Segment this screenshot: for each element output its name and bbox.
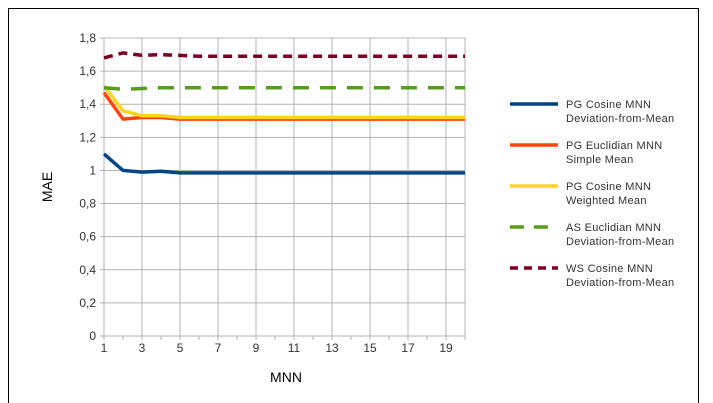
- x-tick-label: 7: [215, 341, 222, 355]
- y-tick-label: 0,2: [79, 296, 96, 310]
- legend-entry-4: AS Euclidian MNN Deviation-from-Mean: [510, 222, 674, 248]
- legend-label-line2: Deviation-from-Mean: [566, 236, 674, 248]
- x-tick-label: 13: [325, 341, 339, 355]
- y-tick-label: 1,8: [79, 31, 96, 45]
- legend-label-line1: PG Euclidian MNN: [566, 140, 663, 152]
- y-tick-label: 1,2: [79, 130, 96, 144]
- legend-label-line1: PG Cosine MNN: [566, 181, 651, 193]
- y-axis-title: MAE: [39, 172, 55, 202]
- y-tick-label: 0,6: [79, 230, 96, 244]
- y-tick-label: 1,4: [79, 97, 96, 111]
- y-tick-label: 0: [89, 329, 96, 343]
- legend-entry-1: PG Cosine MNN Deviation-from-Mean: [510, 99, 674, 125]
- x-tick-label: 19: [439, 341, 453, 355]
- legend-label-line2: Weighted Mean: [566, 195, 647, 207]
- legend-entry-2: PG Euclidian MNN Simple Mean: [510, 140, 663, 166]
- series-lines: [102, 51, 465, 175]
- y-tick-label: 1,6: [79, 64, 96, 78]
- series-line-3: [102, 84, 465, 120]
- series-line-4: [103, 85, 465, 92]
- legend-entry-5: WS Cosine MNN Deviation-from-Mean: [510, 263, 674, 289]
- legend-entry-3: PG Cosine MNN Weighted Mean: [510, 181, 651, 207]
- x-tick-label: 1: [101, 341, 108, 355]
- y-tick-label: 0,4: [79, 263, 96, 277]
- series-line-1: [102, 152, 465, 175]
- legend-label-line1: AS Euclidian MNN: [566, 222, 661, 234]
- x-tick-label: 3: [139, 341, 146, 355]
- grid-lines: [103, 37, 466, 337]
- x-axis-title: MNN: [270, 369, 302, 385]
- legend-label-line2: Deviation-from-Mean: [566, 277, 674, 289]
- tick-labels: 00,20,40,60,811,21,41,61,81 3 5 7 9 11 13 15 17 1…: [79, 31, 453, 355]
- legend-label-line1: WS Cosine MNN: [566, 263, 653, 275]
- x-tick-label: 5: [177, 341, 184, 355]
- x-tick-label: 11: [288, 341, 301, 355]
- x-tick-label: 15: [363, 341, 377, 355]
- legend-label-line2: Deviation-from-Mean: [566, 113, 674, 125]
- legend-label-line1: PG Cosine MNN: [566, 99, 651, 111]
- x-tick-label: 9: [253, 341, 260, 355]
- legend-label-line2: Simple Mean: [566, 154, 634, 166]
- series-line-5: [103, 51, 465, 60]
- y-tick-label: 1: [89, 163, 96, 177]
- chart-frame: [8, 8, 699, 403]
- x-tick-label: 17: [401, 341, 415, 355]
- axes: [100, 37, 466, 340]
- y-tick-label: 0,8: [79, 197, 96, 211]
- legend: PG Cosine MNN Deviation-from-Mean PG Eucli…: [510, 99, 674, 289]
